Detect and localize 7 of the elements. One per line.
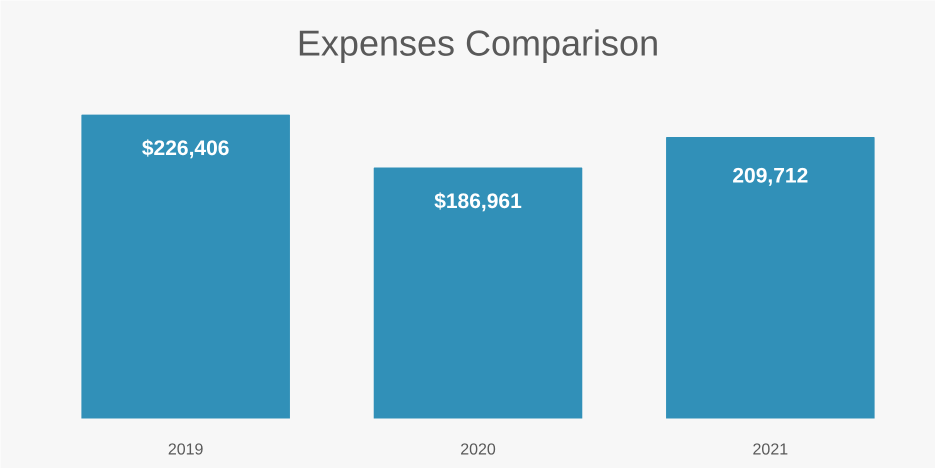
- data-label: 209,712: [732, 164, 808, 188]
- x-tick-label: 2020: [460, 442, 496, 458]
- x-tick-label: 2019: [168, 442, 204, 458]
- data-label: $186,961: [434, 190, 522, 213]
- x-tick-label: 2021: [752, 442, 788, 458]
- chart-title: Expenses Comparison: [296, 22, 660, 64]
- data-label: $226,406: [142, 137, 230, 160]
